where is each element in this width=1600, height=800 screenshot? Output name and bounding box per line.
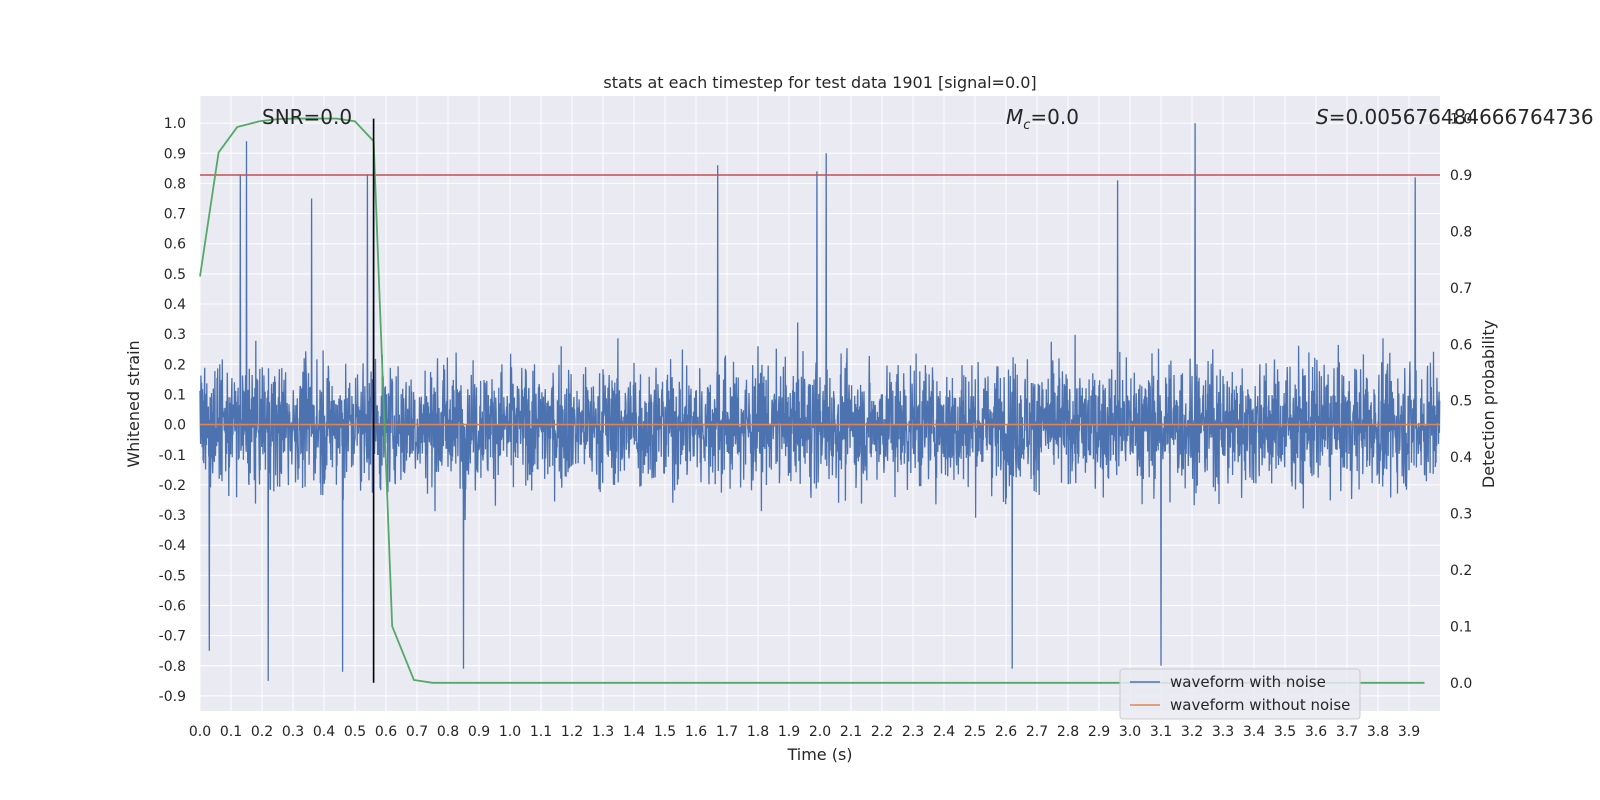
x-tick-label: 3.6 [1305,724,1327,740]
y2-tick-label: 0.4 [1450,450,1472,466]
y2-tick-label: 0.0 [1450,676,1472,692]
chart-title: stats at each timestep for test data 190… [603,73,1036,92]
y2-tick-label: 1.0 [1450,112,1472,128]
x-tick-label: 1.5 [654,724,676,740]
x-tick-label: 0.3 [282,724,304,740]
y-tick-label: -0.3 [159,508,186,524]
x-tick-label: 1.2 [561,724,583,740]
x-tick-label: 0.9 [468,724,490,740]
mc-annotation: Mc=0.0 [1006,105,1079,133]
x-axis-label: Time (s) [786,745,852,764]
x-tick-label: 1.0 [499,724,521,740]
legend-label-noise: waveform with noise [1170,673,1326,691]
y-tick-label: 0.1 [164,387,186,403]
y-tick-label: -0.4 [159,538,186,554]
y-tick-label: 0.6 [164,237,186,253]
x-tick-label: 0.8 [437,724,459,740]
x-tick-label: 0.2 [251,724,273,740]
x-tick-labels: 0.0 0.1 0.2 0.3 0.4 0.5 0.6 0.7 0.8 0.9 1.0 1.1 1.2 1… [189,724,1420,740]
x-tick-label: 2.3 [902,724,924,740]
x-tick-label: 2.7 [1026,724,1048,740]
y-tick-label: -0.1 [159,448,186,464]
series-waveform-with-noise [199,123,1441,681]
x-tick-label: 2.9 [1088,724,1110,740]
x-tick-label: 3.7 [1336,724,1358,740]
detection-probability-line [199,117,1425,684]
y-tick-label: 0.0 [164,418,186,434]
x-tick-label: 2.1 [840,724,862,740]
mc-symbol: M [1006,105,1023,129]
y-tick-label: -0.9 [159,689,186,705]
noise-trace [199,123,1441,681]
y2-tick-label: 0.2 [1450,563,1472,579]
mc-subscript: c [1023,118,1030,133]
y-tick-label: 0.8 [164,176,186,192]
x-tick-label: 2.6 [995,724,1017,740]
x-tick-label: 3.8 [1367,724,1389,740]
y-tick-label: -0.5 [159,568,186,584]
y-tick-label: 0.5 [164,267,186,283]
y-tick-labels: 1.0 0.9 0.8 0.7 0.6 0.5 0.4 0.3 0.2 0.1 0.0 -0.1 -0.… [159,116,186,705]
y-tick-label: -0.6 [159,598,186,614]
legend-label-clean: waveform without noise [1170,696,1350,714]
y-axis-label: Whitened strain [124,340,143,467]
legend-box [1119,668,1361,720]
y-tick-label: -0.8 [159,659,186,675]
x-tick-label: 0.5 [344,724,366,740]
y-tick-label: -0.7 [159,629,186,645]
y2-tick-label: 0.9 [1450,168,1472,184]
x-tick-label: 3.3 [1212,724,1234,740]
y-tick-label: -0.2 [159,478,186,494]
s-annotation: S=0.005676484666764736 [1316,105,1594,129]
y-tick-label: 0.3 [164,327,186,343]
x-tick-label: 0.7 [406,724,428,740]
y-tick-label: 0.2 [164,357,186,373]
x-tick-label: 3.0 [1119,724,1141,740]
y2-axis-label: Detection probability [1479,320,1498,488]
series-lines [199,117,1440,684]
y-tick-label: 0.4 [164,297,186,313]
x-tick-label: 3.5 [1274,724,1296,740]
snr-annotation: SNR=0.0 [262,105,352,129]
y2-tick-label: 0.6 [1450,337,1472,353]
x-tick-label: 2.4 [933,724,955,740]
x-tick-label: 3.9 [1398,724,1420,740]
x-tick-label: 2.5 [964,724,986,740]
y-tick-label: 0.7 [164,207,186,223]
x-tick-label: 1.1 [530,724,552,740]
y2-tick-label: 0.5 [1450,394,1472,410]
x-tick-label: 3.1 [1150,724,1172,740]
s-symbol: S [1316,105,1329,129]
x-tick-label: 1.9 [778,724,800,740]
s-value: =0.005676484666764736 [1329,105,1594,129]
x-tick-label: 3.2 [1181,724,1203,740]
x-tick-label: 3.4 [1243,724,1265,740]
x-tick-label: 2.0 [809,724,831,740]
y2-tick-label: 0.8 [1450,224,1472,240]
y2-tick-labels: 1.0 0.9 0.8 0.7 0.6 0.5 0.4 0.3 0.2 0.1 0.0 [1450,112,1472,692]
mc-value: =0.0 [1030,105,1079,129]
x-tick-label: 2.2 [871,724,893,740]
x-tick-label: 0.6 [375,724,397,740]
legend: waveform with noise waveform without noi… [1119,668,1361,720]
y-tick-label: 1.0 [164,116,186,132]
y2-tick-label: 0.7 [1450,281,1472,297]
x-tick-label: 0.4 [313,724,335,740]
x-tick-label: 1.3 [592,724,614,740]
x-tick-label: 1.6 [685,724,707,740]
x-tick-label: 1.4 [623,724,645,740]
x-tick-label: 1.7 [716,724,738,740]
x-tick-label: 1.8 [747,724,769,740]
y-tick-label: 0.9 [164,146,186,162]
x-tick-label: 2.8 [1057,724,1079,740]
y2-tick-label: 0.1 [1450,619,1472,635]
x-tick-label: 0.0 [189,724,211,740]
x-tick-label: 0.1 [220,724,242,740]
grid [199,96,1440,711]
y2-tick-label: 0.3 [1450,507,1472,523]
